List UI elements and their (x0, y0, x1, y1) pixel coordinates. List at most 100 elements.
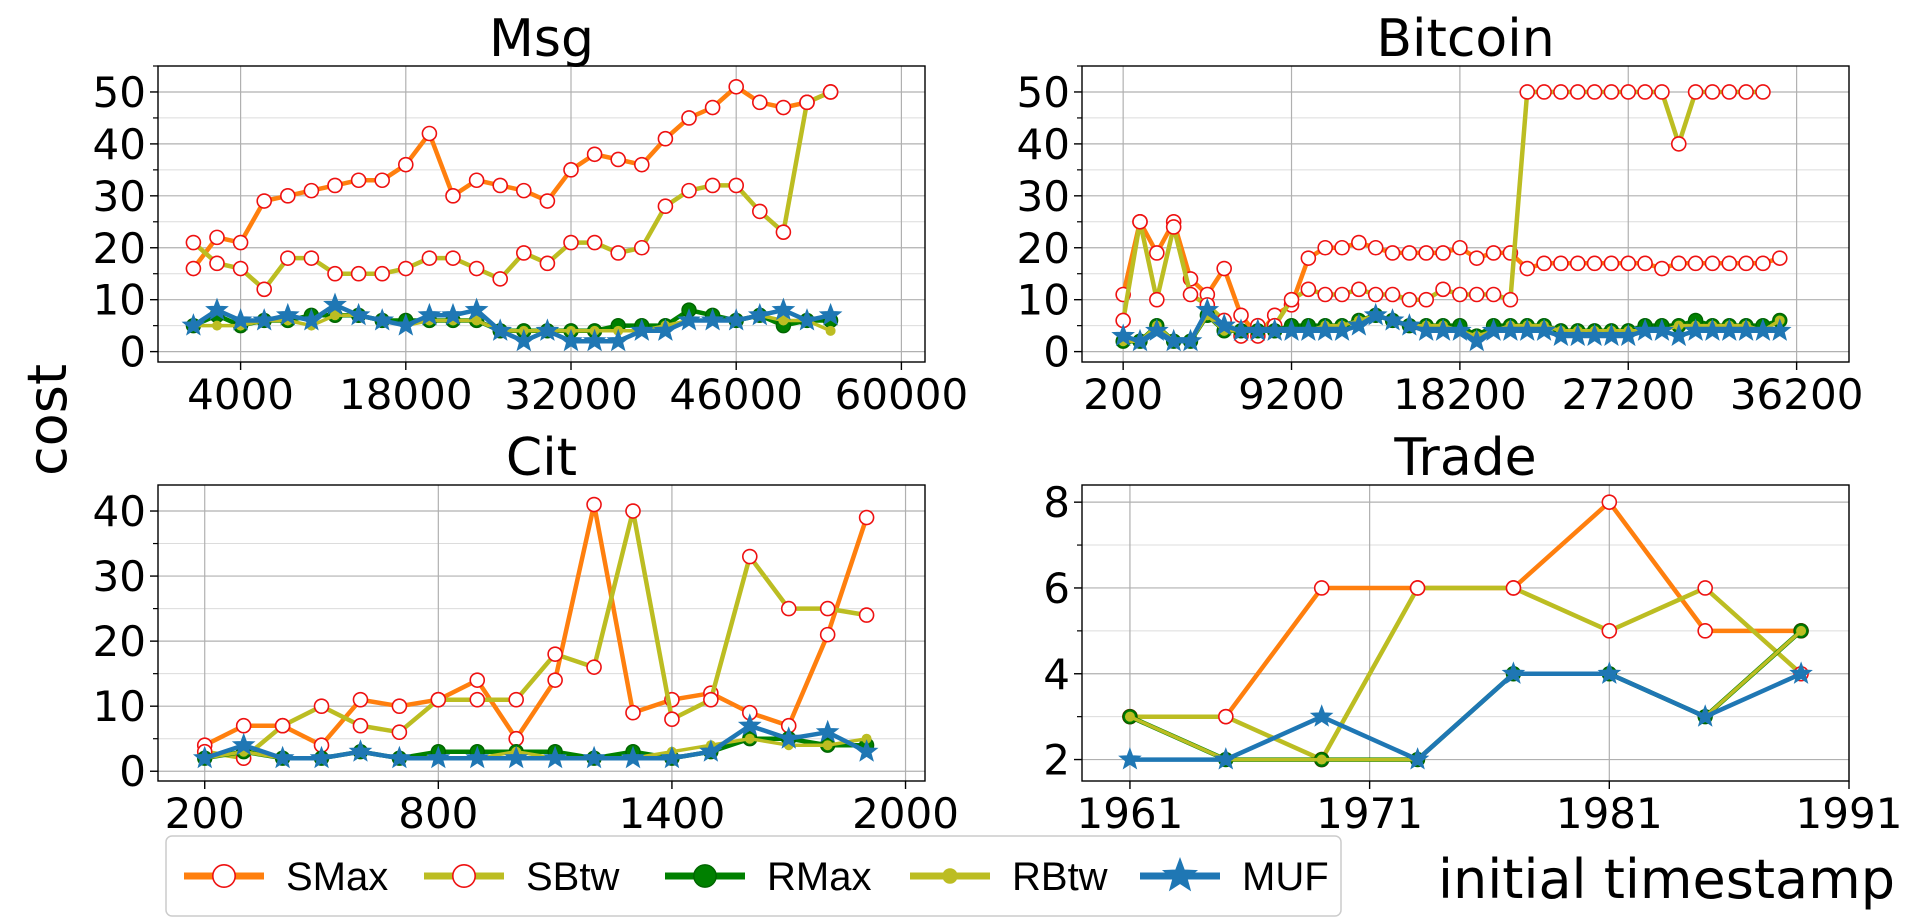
point-muf (737, 713, 762, 736)
point-sbtw (303, 250, 320, 266)
series-line-muf (192, 302, 832, 344)
point-muf (1212, 313, 1236, 336)
point-sbtw (274, 717, 291, 734)
point-muf (1501, 661, 1526, 684)
point-sbtw (1409, 580, 1426, 596)
y-tick-label: 30 (1017, 172, 1070, 221)
y-tick-label: 30 (93, 552, 146, 601)
point-muf (1405, 747, 1430, 770)
point-sbtw (430, 691, 447, 708)
point-sbtw (1435, 281, 1451, 298)
point-muf (1582, 323, 1607, 347)
point-smax (1485, 245, 1502, 261)
point-smax (256, 193, 273, 209)
point-muf (653, 318, 678, 341)
point-muf (724, 308, 749, 331)
point-smax (1216, 260, 1232, 277)
legend-label: RMax (767, 855, 871, 899)
point-sbtw (1132, 213, 1148, 230)
x-tick-label: 1961 (1076, 789, 1183, 838)
point-smax (1771, 250, 1788, 266)
point-sbtw (1654, 84, 1670, 100)
series-rbtw (1124, 625, 1807, 765)
point-muf (205, 297, 229, 321)
point-muf (1650, 318, 1674, 341)
point-muf (815, 719, 840, 743)
y-tick-label: 0 (119, 747, 146, 796)
point-rbtw (778, 315, 789, 326)
legend-label: RBtw (1012, 855, 1108, 899)
point-smax (397, 156, 414, 173)
x-tick-label: 9200 (1238, 370, 1345, 419)
point-sbtw (391, 724, 408, 741)
point-muf (1767, 318, 1792, 341)
x-tick-label: 200 (1083, 370, 1163, 419)
point-muf (854, 739, 879, 762)
point-rbtw (1316, 754, 1327, 765)
point-smax (625, 704, 641, 721)
point-muf (1693, 704, 1717, 727)
point-muf (370, 308, 395, 331)
point-sbtw (775, 224, 792, 240)
point-muf (776, 726, 801, 749)
x-tick-label: 800 (398, 789, 478, 838)
point-smax (1738, 255, 1754, 272)
point-smax (1687, 255, 1704, 272)
legend-marker (942, 868, 958, 884)
legend-label: SMax (286, 855, 388, 899)
point-smax (391, 698, 408, 714)
point-smax (657, 130, 674, 147)
point-smax (586, 496, 602, 513)
series-sbtw (185, 84, 839, 298)
point-sbtw (1485, 286, 1502, 303)
point-muf (1498, 318, 1523, 341)
point-muf (1128, 328, 1152, 352)
point-smax (1468, 250, 1485, 266)
point-muf (323, 292, 347, 315)
panel-cit: 200 800 1400 2000 0 10 20 30 40 Cit (93, 428, 959, 838)
point-sbtw (185, 234, 202, 251)
point-smax (1418, 245, 1435, 261)
point-sbtw (586, 659, 602, 675)
x-tick-label: 36200 (1730, 370, 1864, 419)
point-muf (1789, 661, 1813, 684)
series-smax (185, 78, 839, 277)
series-line-rmax (1128, 629, 1803, 762)
point-muf (606, 328, 631, 352)
point-smax (1755, 255, 1771, 272)
point-sbtw (1704, 84, 1721, 100)
legend-label: MUF (1242, 855, 1329, 899)
y-tick-label: 4 (1043, 650, 1070, 699)
series-line-sbtw (1129, 585, 1803, 762)
point-smax (775, 99, 792, 116)
point-muf (252, 308, 277, 331)
series-line-smax (203, 502, 869, 748)
point-sbtw (313, 698, 330, 714)
series-rmax (1122, 623, 1809, 768)
point-smax (1452, 239, 1468, 256)
point-muf (1633, 318, 1657, 341)
point-smax (515, 182, 532, 199)
point-smax (421, 125, 438, 142)
point-sbtw (1697, 580, 1713, 596)
y-tick-label: 10 (93, 682, 146, 731)
point-sbtw (1283, 291, 1300, 308)
y-tick-label: 6 (1043, 564, 1070, 613)
point-muf (621, 745, 645, 769)
point-muf (1666, 323, 1691, 347)
y-tick-label: 20 (93, 224, 146, 273)
point-sbtw (741, 548, 758, 565)
point-smax (1149, 245, 1165, 261)
point-smax (751, 94, 768, 111)
point-sbtw (1505, 580, 1522, 596)
point-muf (464, 297, 489, 321)
point-sbtw (664, 711, 680, 727)
point-sbtw (256, 281, 273, 298)
point-sbtw (822, 84, 839, 100)
point-sbtw (539, 255, 556, 272)
point-muf (1515, 318, 1540, 341)
point-smax (1704, 255, 1721, 272)
point-muf (1195, 297, 1220, 321)
point-smax (350, 172, 367, 189)
